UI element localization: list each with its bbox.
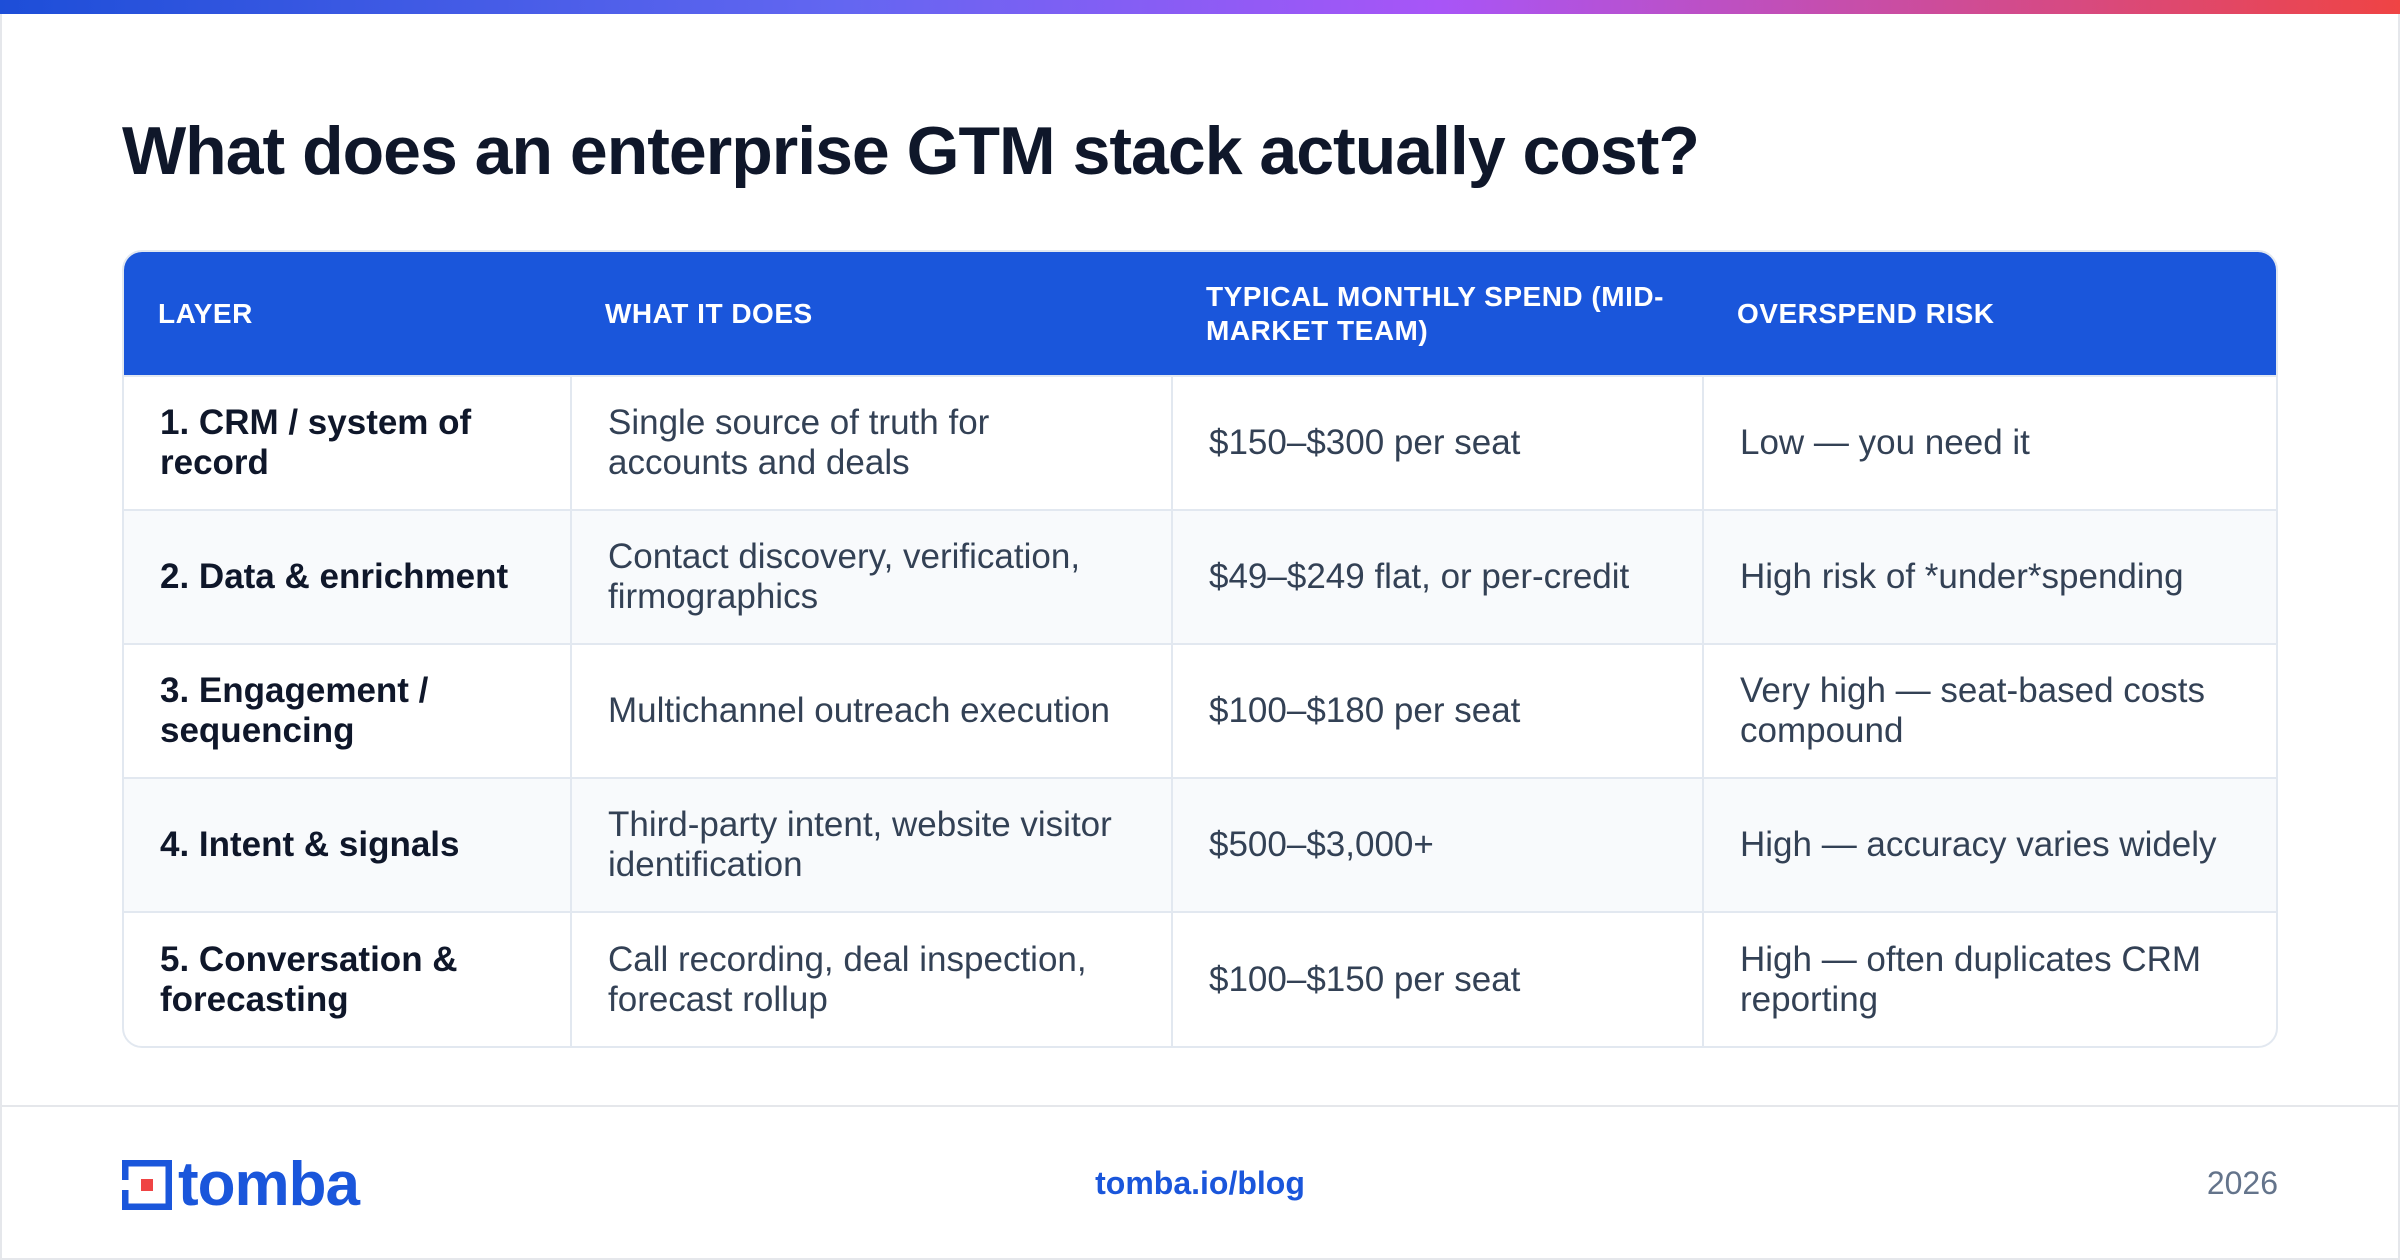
gradient-top-bar (0, 0, 2400, 14)
cell-spend: $150–$300 per seat (1171, 375, 1703, 510)
header-what-it-does: WHAT IT DOES (605, 297, 813, 329)
cell-what-it-does: Call recording, deal inspection, forecas… (570, 911, 1172, 1046)
cell-risk: High — often duplicates CRM reporting (1702, 911, 2276, 1046)
header-overspend-risk: OVERSPEND RISK (1737, 297, 1995, 329)
cost-table: LAYER WHAT IT DOES TYPICAL MONTHLY SPEND… (122, 250, 2278, 1048)
tomba-logo-icon (122, 1160, 172, 1210)
table-row: 1. CRM / system of record Single source … (124, 375, 2276, 510)
cell-what-it-does: Single source of truth for accounts and … (570, 375, 1172, 510)
header-monthly-spend: TYPICAL MONTHLY SPEND (MID-MARKET TEAM) (1206, 280, 1664, 346)
table-row: 4. Intent & signals Third-party intent, … (124, 777, 2276, 912)
table-header-row: LAYER WHAT IT DOES TYPICAL MONTHLY SPEND… (124, 252, 2276, 376)
cell-spend: $49–$249 flat, or per-credit (1171, 509, 1703, 644)
table-row: 5. Conversation & forecasting Call recor… (124, 911, 2276, 1046)
table-row: 2. Data & enrichment Contact discovery, … (124, 509, 2276, 644)
cell-risk: Very high — seat-based costs compound (1702, 643, 2276, 778)
footer-year: 2026 (2206, 1165, 2278, 1201)
cell-what-it-does: Third-party intent, website visitor iden… (570, 777, 1172, 912)
cell-risk: Low — you need it (1702, 375, 2276, 510)
cell-spend: $100–$150 per seat (1171, 911, 1703, 1046)
cell-what-it-does: Contact discovery, verification, firmogr… (570, 509, 1172, 644)
page-title: What does an enterprise GTM stack actual… (122, 113, 1700, 189)
cell-layer: 3. Engagement / sequencing (124, 643, 571, 778)
cell-risk: High — accuracy varies widely (1702, 777, 2276, 912)
tomba-logo[interactable]: tomba (122, 1150, 360, 1219)
cell-layer: 2. Data & enrichment (124, 509, 571, 644)
blog-link[interactable]: tomba.io/blog (1095, 1165, 1305, 1201)
cell-spend: $500–$3,000+ (1171, 777, 1703, 912)
cell-what-it-does: Multichannel outreach execution (570, 643, 1172, 778)
logo-wordmark: tomba (178, 1150, 360, 1219)
cell-risk: High risk of *under*spending (1702, 509, 2276, 644)
header-layer: LAYER (158, 297, 253, 329)
footer-divider (0, 1105, 2400, 1107)
cell-layer: 1. CRM / system of record (124, 375, 571, 510)
cell-layer: 5. Conversation & forecasting (124, 911, 571, 1046)
table-row: 3. Engagement / sequencing Multichannel … (124, 643, 2276, 778)
cell-spend: $100–$180 per seat (1171, 643, 1703, 778)
cell-layer: 4. Intent & signals (124, 777, 571, 912)
